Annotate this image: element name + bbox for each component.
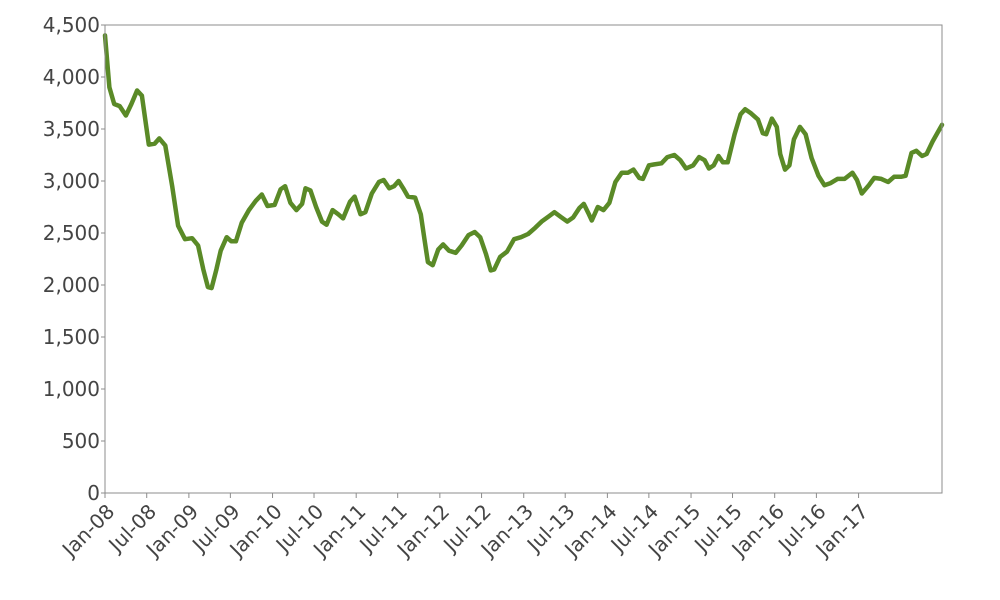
plot-area-frame (104, 24, 943, 494)
y-tick-label: 3,500 (43, 117, 100, 141)
x-axis: Jan-08Jul-08Jan-09Jul-09Jan-10Jul-10Jan-… (56, 493, 873, 563)
y-tick-label: 0 (87, 481, 100, 505)
y-axis: 0 500 1,000 1,500 2,000 2,500 3,000 3,500 4,000 4… (43, 13, 105, 505)
x-tick-label: Jan-08 (56, 499, 119, 562)
y-tick-label: 2,500 (43, 221, 100, 245)
y-tick-label: 4,000 (43, 65, 100, 89)
y-tick-label: 4,500 (43, 13, 100, 37)
y-tick-label: 1,000 (43, 377, 100, 401)
series-layer (102, 33, 945, 291)
y-tick-label: 1,500 (43, 325, 100, 349)
series-line (102, 33, 945, 291)
y-tick-label: 500 (62, 429, 100, 453)
y-tick-label: 3,000 (43, 169, 100, 193)
y-tick-label: 2,000 (43, 273, 100, 297)
